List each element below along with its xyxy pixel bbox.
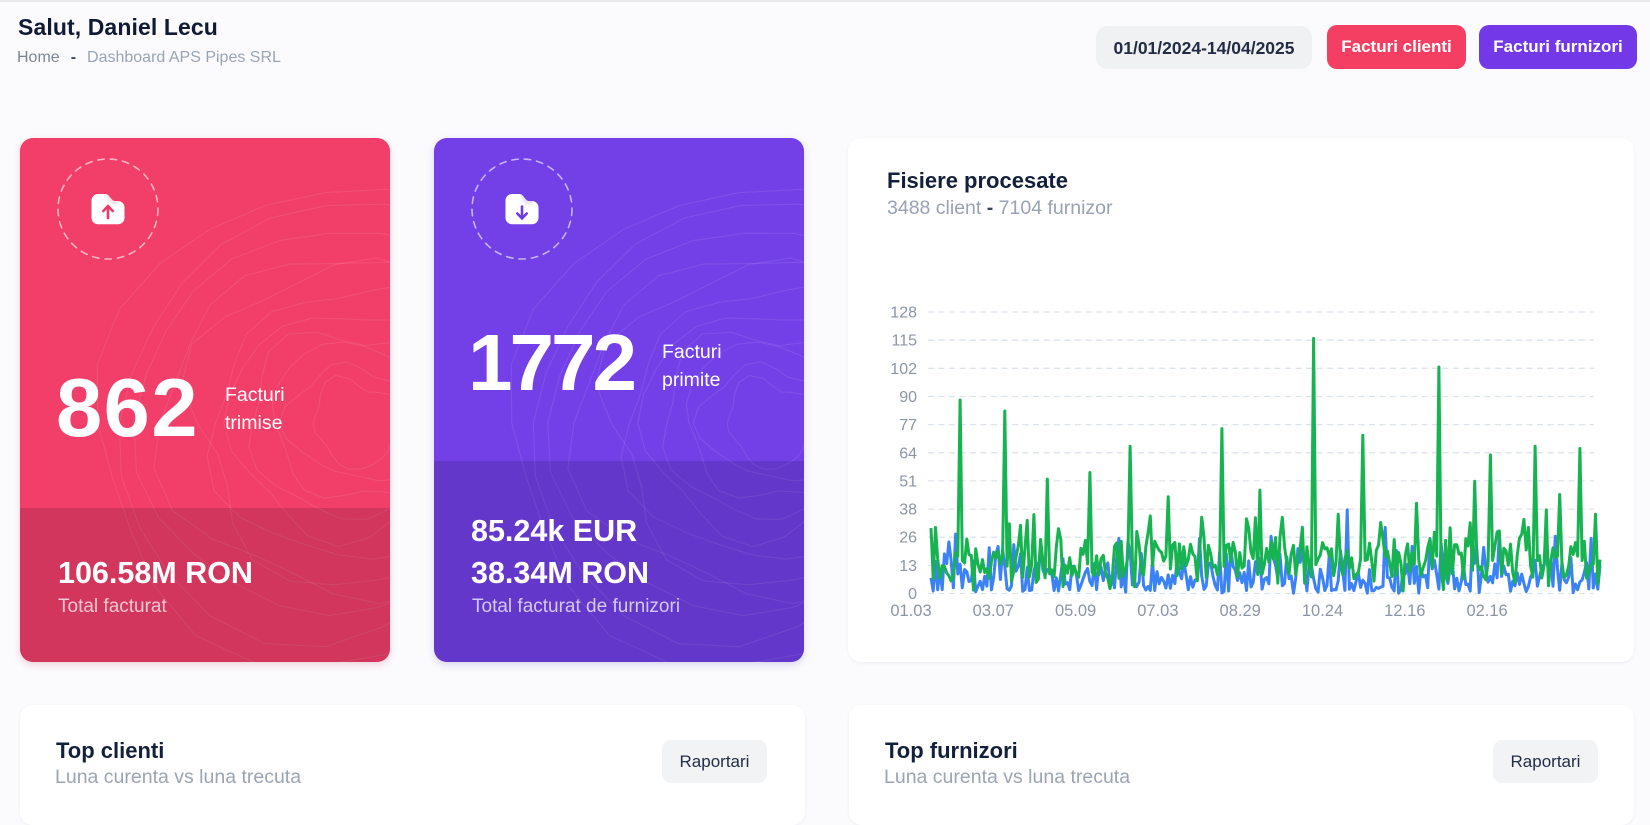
svg-text:12.16: 12.16 (1384, 602, 1425, 620)
svg-text:10.24: 10.24 (1302, 602, 1343, 620)
svg-text:13: 13 (899, 558, 917, 575)
svg-text:02.16: 02.16 (1466, 602, 1507, 620)
svg-text:51: 51 (899, 473, 917, 490)
svg-text:0: 0 (908, 586, 917, 603)
svg-text:05.09: 05.09 (1055, 602, 1096, 620)
svg-text:102: 102 (890, 361, 917, 378)
svg-text:01.03: 01.03 (890, 602, 931, 620)
svg-text:08.29: 08.29 (1220, 602, 1261, 620)
svg-text:115: 115 (891, 333, 917, 350)
svg-text:38: 38 (899, 502, 917, 519)
svg-text:07.03: 07.03 (1137, 602, 1178, 620)
svg-text:77: 77 (899, 417, 917, 434)
svg-text:90: 90 (899, 389, 917, 406)
svg-text:128: 128 (890, 305, 917, 322)
svg-text:64: 64 (899, 445, 917, 462)
svg-text:26: 26 (899, 530, 917, 547)
svg-text:03.07: 03.07 (973, 602, 1014, 620)
